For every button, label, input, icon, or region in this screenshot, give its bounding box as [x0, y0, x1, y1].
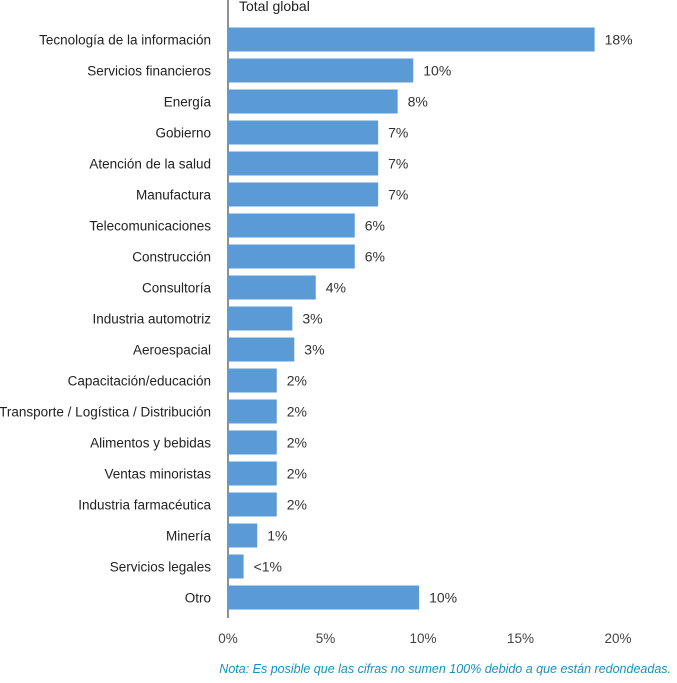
- category-label: Transporte / Logística / Distribución: [0, 405, 211, 420]
- category-label: Otro: [185, 591, 211, 606]
- x-tick-label: 5%: [316, 631, 336, 646]
- data-label: 7%: [388, 125, 408, 141]
- data-label: 2%: [287, 435, 307, 451]
- bar: [228, 213, 355, 238]
- category-label: Servicios financieros: [87, 64, 211, 79]
- data-label: 6%: [365, 218, 385, 234]
- data-label: 2%: [287, 466, 307, 482]
- chart-title: Total global: [239, 0, 310, 14]
- bar: [228, 244, 355, 269]
- bar: [228, 368, 277, 393]
- data-label: <1%: [254, 559, 282, 575]
- category-label: Industria automotriz: [92, 312, 211, 327]
- data-label: 1%: [267, 528, 287, 544]
- category-label: Ventas minoristas: [104, 467, 211, 482]
- bar: [228, 337, 295, 362]
- category-label: Construcción: [132, 250, 211, 265]
- category-label: Gobierno: [155, 126, 211, 141]
- bar: [228, 399, 277, 424]
- category-label: Atención de la salud: [89, 157, 211, 172]
- category-label: Servicios legales: [110, 560, 212, 575]
- data-label: 3%: [304, 342, 324, 358]
- category-label: Consultoría: [142, 281, 212, 296]
- data-label: 4%: [326, 280, 346, 296]
- bar: [228, 430, 277, 455]
- data-label: 2%: [287, 404, 307, 420]
- category-label: Telecomunicaciones: [89, 219, 211, 234]
- category-label: Aeroespacial: [133, 343, 211, 358]
- footnote: Nota: Es posible que las cifras no sumen…: [219, 662, 671, 676]
- data-label: 2%: [287, 373, 307, 389]
- category-label: Industria farmacéutica: [78, 498, 211, 513]
- data-label: 10%: [429, 590, 457, 606]
- x-tick-label: 10%: [409, 631, 436, 646]
- bar: [228, 89, 398, 114]
- category-label: Minería: [166, 529, 212, 544]
- x-axis-ticks: 0% 5% 10% 15% 20%: [218, 631, 631, 646]
- data-label: 2%: [287, 497, 307, 513]
- category-label: Alimentos y bebidas: [90, 436, 211, 451]
- data-label: 10%: [423, 63, 451, 79]
- bar: [228, 120, 379, 145]
- category-label: Capacitación/educación: [68, 374, 211, 389]
- data-label: 7%: [388, 156, 408, 172]
- data-label: 8%: [408, 94, 428, 110]
- x-tick-label: 0%: [218, 631, 238, 646]
- category-label: Energía: [164, 95, 212, 110]
- bar: [228, 461, 277, 486]
- bars-group: Tecnología de la información 18% Servicios…: [0, 27, 633, 610]
- bar: [228, 554, 244, 579]
- bar-chart: Total global Tecnología de la informació…: [0, 0, 633, 646]
- bar: [228, 306, 293, 331]
- x-tick-label: 15%: [507, 631, 534, 646]
- category-label: Manufactura: [136, 188, 212, 203]
- data-label: 3%: [302, 311, 322, 327]
- x-tick-label: 20%: [604, 631, 631, 646]
- bar: [228, 275, 316, 300]
- bar: [228, 492, 277, 517]
- data-label: 6%: [365, 249, 385, 265]
- bar: [228, 27, 595, 52]
- data-label: 7%: [388, 187, 408, 203]
- category-label: Tecnología de la información: [39, 33, 211, 48]
- bar: [228, 58, 414, 83]
- data-label: 18%: [605, 32, 633, 48]
- bar: [228, 182, 379, 207]
- bar: [228, 523, 258, 548]
- bar: [228, 151, 379, 176]
- bar: [228, 585, 420, 610]
